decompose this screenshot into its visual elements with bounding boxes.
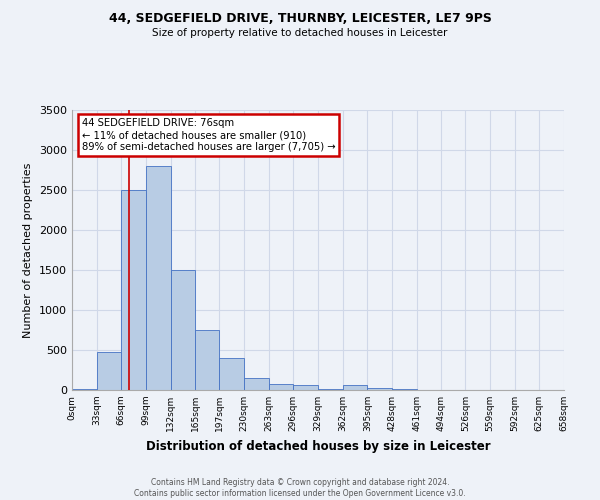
- Bar: [146, 166, 170, 390]
- Bar: [196, 330, 220, 390]
- Bar: [293, 385, 318, 390]
- Bar: [343, 385, 367, 390]
- Text: Contains HM Land Registry data © Crown copyright and database right 2024.
Contai: Contains HM Land Registry data © Crown c…: [134, 478, 466, 498]
- Bar: [170, 270, 196, 390]
- Bar: [72, 389, 97, 390]
- Bar: [318, 389, 343, 390]
- Text: 44 SEDGEFIELD DRIVE: 76sqm
← 11% of detached houses are smaller (910)
89% of sem: 44 SEDGEFIELD DRIVE: 76sqm ← 11% of deta…: [82, 118, 335, 152]
- Bar: [97, 352, 121, 390]
- Bar: [121, 190, 146, 390]
- Bar: [220, 358, 244, 390]
- Bar: [269, 384, 293, 390]
- Text: 44, SEDGEFIELD DRIVE, THURNBY, LEICESTER, LE7 9PS: 44, SEDGEFIELD DRIVE, THURNBY, LEICESTER…: [109, 12, 491, 26]
- Bar: [392, 389, 416, 390]
- Y-axis label: Number of detached properties: Number of detached properties: [23, 162, 34, 338]
- Text: Size of property relative to detached houses in Leicester: Size of property relative to detached ho…: [152, 28, 448, 38]
- Bar: [244, 378, 269, 390]
- X-axis label: Distribution of detached houses by size in Leicester: Distribution of detached houses by size …: [146, 440, 490, 452]
- Bar: [367, 388, 392, 390]
